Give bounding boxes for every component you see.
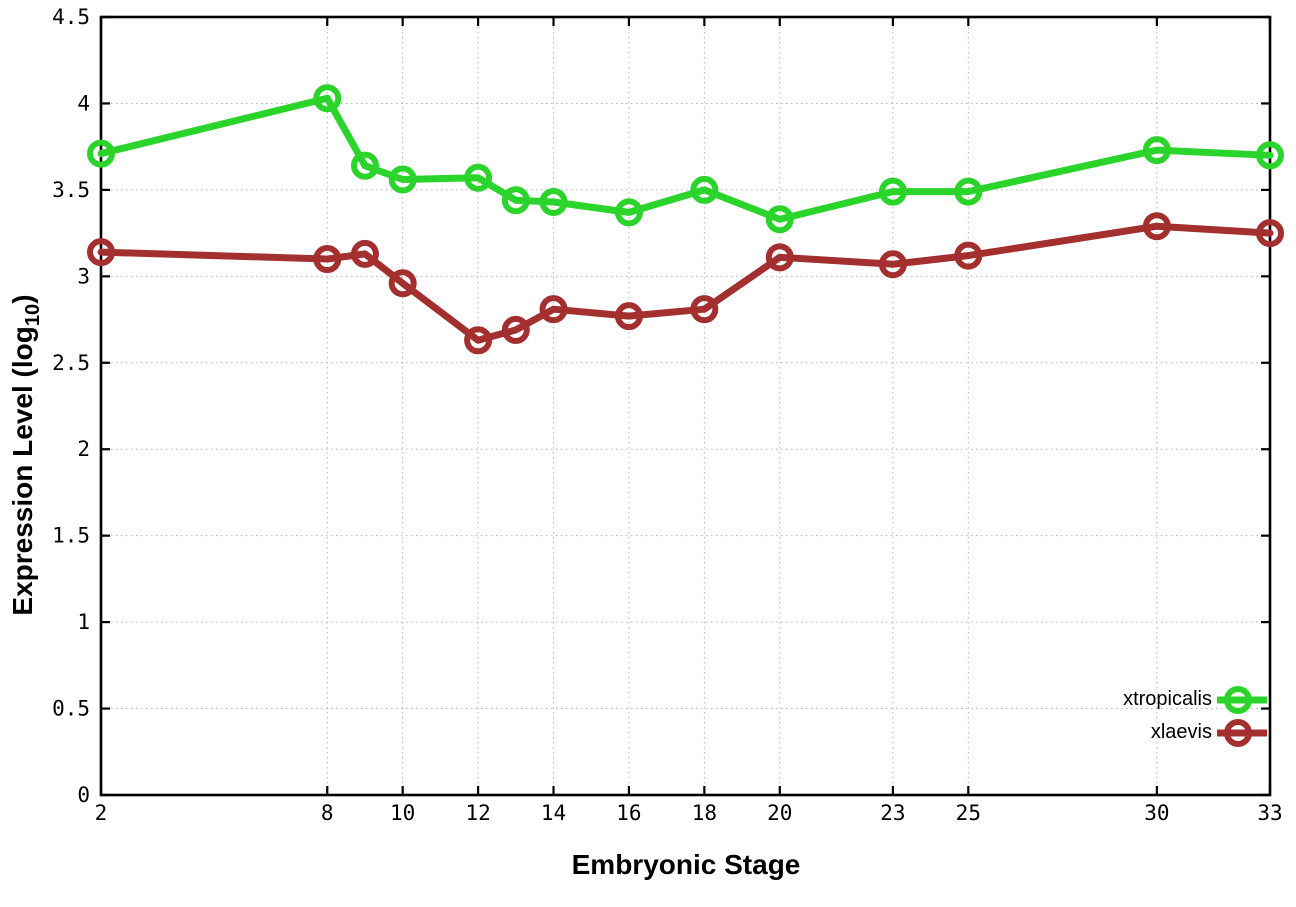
x-tick-label: 16 bbox=[616, 801, 641, 825]
data-point-xlaevis bbox=[1142, 212, 1171, 241]
y-tick-label: 0 bbox=[77, 783, 90, 807]
x-tick-label: 12 bbox=[465, 801, 490, 825]
y-axis-title-text: Expression Level (log bbox=[7, 326, 39, 616]
series-line-xtropicalis bbox=[97, 94, 1274, 223]
data-point-xtropicalis bbox=[464, 163, 493, 192]
y-tick-label: 2 bbox=[77, 437, 90, 461]
legend-label: xtropicalis bbox=[1123, 688, 1212, 710]
data-point-xtropicalis bbox=[350, 151, 379, 180]
plot-border bbox=[99, 15, 1272, 797]
y-tick-label: 3 bbox=[77, 264, 90, 288]
x-tick-label: 14 bbox=[541, 801, 566, 825]
x-tick-label: 30 bbox=[1144, 801, 1169, 825]
x-axis-title: Embryonic Stage bbox=[571, 849, 801, 880]
x-tick-label: 20 bbox=[767, 801, 792, 825]
legend-sample-point bbox=[1224, 685, 1252, 714]
y-tick-label: 0.5 bbox=[52, 697, 90, 721]
legend-item-xtropicalis: xtropicalis bbox=[1123, 683, 1267, 716]
data-point-xlaevis bbox=[464, 326, 493, 355]
x-tick-label: 25 bbox=[956, 801, 981, 825]
y-tick-label: 1 bbox=[77, 610, 90, 634]
data-point-xlaevis bbox=[501, 315, 530, 344]
data-point-xtropicalis bbox=[539, 187, 568, 216]
x-tick-label: 8 bbox=[321, 801, 334, 825]
data-point-xtropicalis bbox=[1142, 136, 1171, 165]
y-tick-label: 4 bbox=[77, 91, 90, 115]
data-point-xlaevis bbox=[539, 295, 568, 324]
legend-line-point-icon bbox=[1217, 718, 1267, 747]
legend-label: xlaevis bbox=[1150, 721, 1212, 743]
data-point-xtropicalis bbox=[690, 175, 719, 204]
legend-sample-point bbox=[1224, 718, 1252, 747]
y-tick-label: 2.5 bbox=[52, 351, 90, 375]
data-point-xtropicalis bbox=[1256, 141, 1284, 170]
data-point-xlaevis bbox=[1256, 219, 1284, 248]
data-point-xtropicalis bbox=[313, 84, 342, 113]
x-tick-label: 33 bbox=[1257, 801, 1282, 825]
x-tick-label: 23 bbox=[880, 801, 905, 825]
data-point-xtropicalis bbox=[388, 165, 417, 194]
data-point-xlaevis bbox=[765, 243, 794, 272]
y-axis-title: Expression Level (log10) bbox=[7, 294, 45, 615]
y-tick-label: 1.5 bbox=[52, 524, 90, 548]
data-point-xlaevis bbox=[87, 238, 115, 267]
data-point-xlaevis bbox=[614, 302, 643, 331]
data-point-xlaevis bbox=[313, 245, 342, 274]
data-point-xlaevis bbox=[878, 250, 907, 279]
y-tick-label: 4.5 bbox=[52, 5, 90, 29]
x-tick-label: 10 bbox=[390, 801, 415, 825]
x-tick-label: 18 bbox=[692, 801, 717, 825]
y-axis-title-subscript: 10 bbox=[21, 303, 44, 327]
data-point-xlaevis bbox=[350, 239, 379, 268]
data-point-xtropicalis bbox=[87, 139, 115, 168]
data-point-xtropicalis bbox=[954, 177, 983, 206]
data-point-xlaevis bbox=[690, 295, 719, 324]
data-point-xtropicalis bbox=[614, 198, 643, 227]
data-point-xlaevis bbox=[954, 241, 983, 270]
series-line-xlaevis bbox=[97, 222, 1274, 344]
y-axis-title-close: ) bbox=[7, 294, 39, 304]
legend-line-point-icon bbox=[1217, 685, 1267, 714]
data-point-xtropicalis bbox=[765, 205, 794, 234]
data-point-xtropicalis bbox=[501, 186, 530, 215]
data-point-xtropicalis bbox=[878, 177, 907, 206]
legend: xtropicalis xlaevis bbox=[1123, 683, 1267, 749]
data-point-xlaevis bbox=[388, 269, 417, 298]
legend-item-xlaevis: xlaevis bbox=[1123, 716, 1267, 749]
x-tick-label: 2 bbox=[95, 801, 108, 825]
y-tick-label: 3.5 bbox=[52, 178, 90, 202]
